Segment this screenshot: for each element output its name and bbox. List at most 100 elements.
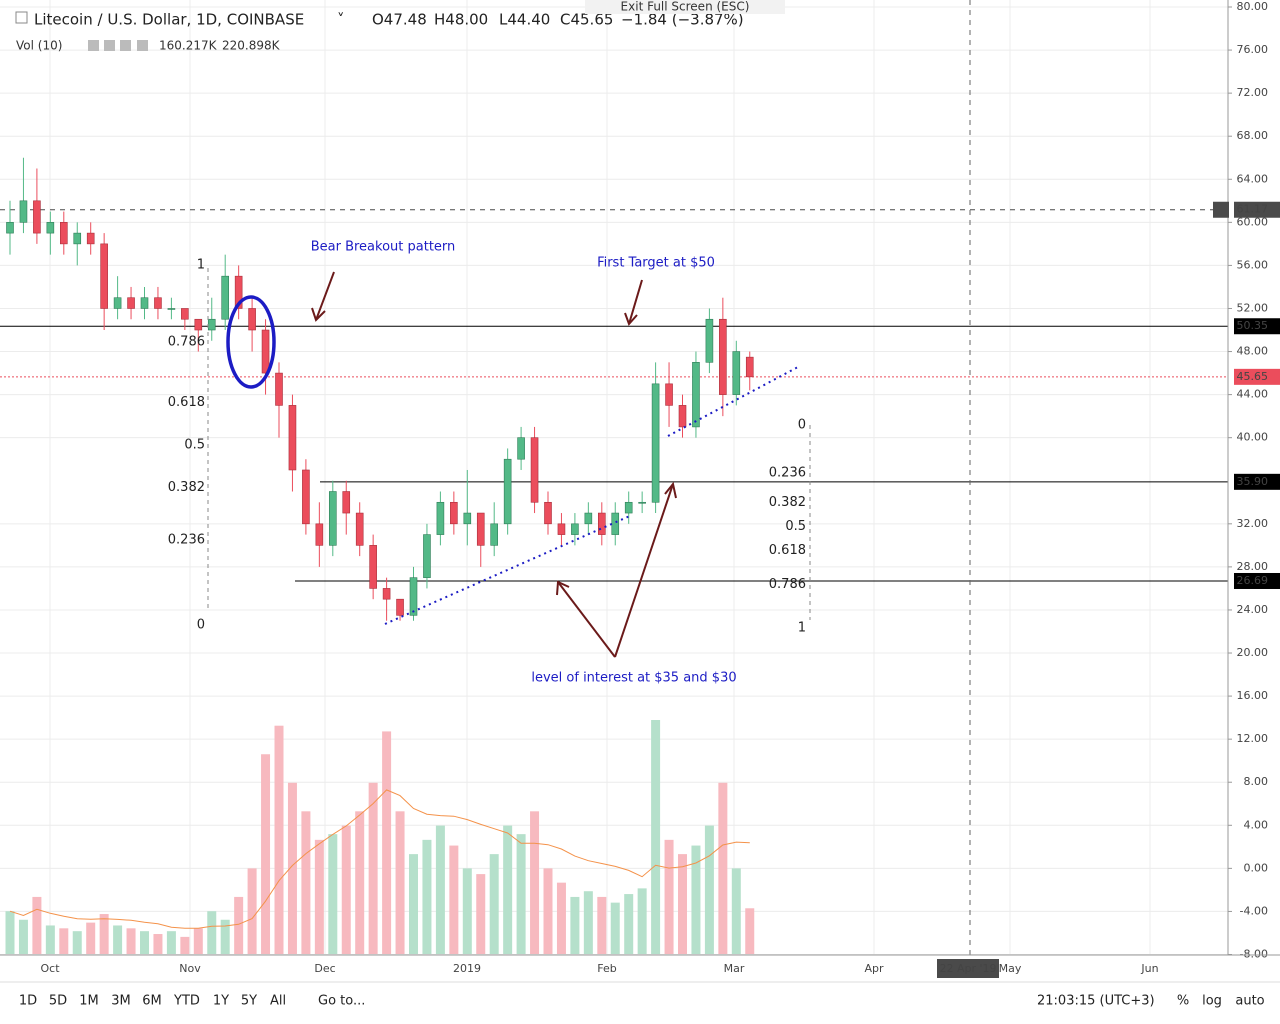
volume-bar <box>718 782 728 954</box>
volume-bar <box>678 854 687 954</box>
clock: 21:03:15 (UTC+3) <box>1037 994 1155 1009</box>
exit-fullscreen[interactable] <box>585 0 785 14</box>
y-tick-label: 76.00 <box>1237 43 1269 56</box>
candle-body <box>181 308 189 320</box>
candle-body <box>678 405 687 428</box>
candle-body <box>355 512 364 546</box>
goto-button[interactable]: Go to... <box>318 994 365 1009</box>
crosshair-plus <box>1213 201 1229 218</box>
y-tick-label: 48.00 <box>1237 345 1269 358</box>
volume-bar <box>368 782 378 954</box>
candle-body <box>194 318 203 331</box>
volume-bar <box>610 902 620 954</box>
fib-label-right: 0.618 <box>769 543 806 558</box>
candle-body <box>342 491 351 514</box>
candle-body <box>167 308 176 310</box>
volume-bar <box>140 931 149 954</box>
ohlc-value: L44.40 <box>499 11 550 29</box>
y-tick-label: 12.00 <box>1237 732 1269 745</box>
x-tick-label: May <box>999 962 1022 975</box>
volume-bar <box>570 896 580 954</box>
range-button[interactable]: 3M <box>111 994 131 1009</box>
y-tick-label: 60.00 <box>1237 215 1269 228</box>
crosshair-date-bg <box>937 959 999 978</box>
volume-bar <box>274 725 284 954</box>
candle-body <box>396 598 404 616</box>
volume-bar <box>341 825 351 954</box>
fib-label-left: 0.618 <box>168 395 205 410</box>
range-button[interactable]: YTD <box>173 994 200 1009</box>
range-button[interactable]: 5D <box>49 994 67 1009</box>
highlight-ellipse <box>226 295 276 389</box>
candle-body <box>665 383 673 406</box>
candle-body <box>745 356 754 378</box>
volume-bar <box>220 919 230 954</box>
volume-bar <box>5 911 15 954</box>
candle-body <box>100 243 108 309</box>
volume-bar <box>287 782 297 954</box>
candle-body <box>450 501 458 525</box>
range-button[interactable]: All <box>270 994 286 1009</box>
volume-ma-value: 220.898K <box>222 39 281 53</box>
volume-bar <box>72 931 82 954</box>
volume-bar <box>99 914 109 954</box>
dropdown[interactable]: ˅ <box>337 11 345 29</box>
volume-bar <box>409 854 418 954</box>
indicator-buttons[interactable] <box>88 40 148 51</box>
y-tick-label: 80.00 <box>1237 0 1269 13</box>
candle-body <box>476 512 485 546</box>
exit-fullscreen-label[interactable]: Exit Full Screen (ESC) <box>621 0 750 14</box>
range-button[interactable]: 1M <box>79 994 99 1009</box>
candle-body <box>382 588 391 600</box>
volume-value: 160.217K <box>159 39 218 53</box>
fib-label-left: 0 <box>197 618 205 633</box>
candle-body <box>261 329 270 374</box>
y-tick-label: 68.00 <box>1237 129 1269 142</box>
y-tick-label: 64.00 <box>1237 172 1269 185</box>
volume-bar <box>301 811 311 954</box>
range-button[interactable]: 5Y <box>241 994 257 1009</box>
volume-bar <box>543 868 553 954</box>
candle-body <box>59 222 68 245</box>
volume-bar <box>261 754 271 954</box>
scale-option[interactable]: log <box>1202 994 1222 1009</box>
fib-label-left: 0.236 <box>168 533 205 548</box>
candle-body <box>557 523 566 535</box>
y-tick-label: -8.00 <box>1240 948 1268 961</box>
volume-bar <box>476 874 486 954</box>
volume-bar <box>462 868 472 954</box>
range-button[interactable]: 1D <box>19 994 37 1009</box>
volume-bar <box>503 825 513 954</box>
volume-bar <box>180 936 190 954</box>
range-button[interactable]: 1Y <box>213 994 229 1009</box>
fib-label-right: 1 <box>798 621 806 636</box>
volume-bar <box>516 834 526 954</box>
trendline <box>667 366 799 437</box>
volume-bar <box>59 928 69 954</box>
volume-bar <box>731 868 741 954</box>
price-tag-label: 26.69 <box>1237 574 1269 587</box>
volume-bar <box>422 839 432 954</box>
volume-bar <box>247 868 257 954</box>
volume-bar <box>449 845 459 954</box>
ohlc-value: −1.84 (−3.87%) <box>621 11 744 29</box>
symbol-title[interactable]: Litecoin / U.S. Dollar, 1D, COINBASE <box>34 11 304 29</box>
scale-option[interactable]: % <box>1177 994 1189 1009</box>
collapse-button[interactable] <box>15 11 28 24</box>
volume-ma-line <box>9 789 750 929</box>
volume-bar <box>32 896 42 954</box>
candle-body <box>517 437 525 460</box>
candle-body <box>113 297 122 309</box>
range-button[interactable]: 6M <box>142 994 162 1009</box>
candle-body <box>154 297 162 309</box>
scale-option[interactable]: auto <box>1235 994 1264 1009</box>
annotation: level of interest at $35 and $30 <box>531 671 736 686</box>
candle-body <box>719 318 727 395</box>
price-tag-label: 45.65 <box>1237 370 1269 383</box>
ohlc-value: O47.48 <box>372 11 427 29</box>
x-tick-label: Jun <box>1140 962 1158 975</box>
price-tag <box>1234 201 1280 218</box>
volume-title: Vol (10) <box>16 39 62 53</box>
